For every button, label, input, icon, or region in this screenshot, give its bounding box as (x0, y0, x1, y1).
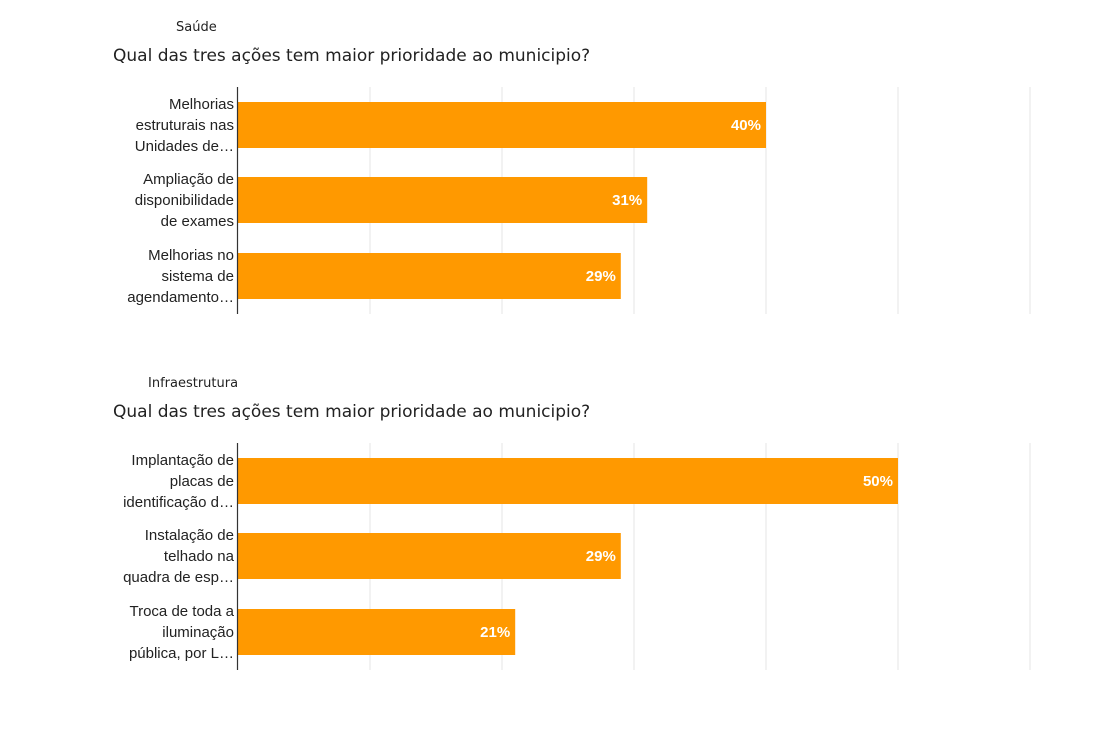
bar (238, 253, 621, 299)
bar (238, 177, 648, 223)
category-label: Implantação de (131, 452, 234, 469)
chart-title: Qual das tres ações tem maior prioridade… (113, 46, 591, 66)
chart-title: Qual das tres ações tem maior prioridade… (113, 402, 591, 422)
bar (238, 533, 621, 579)
category-label: pública, por L… (129, 645, 234, 662)
bar (238, 609, 516, 655)
category-label: identificação d… (123, 494, 234, 511)
category-label: estruturais nas (136, 117, 234, 134)
section-label: Infraestrutura (148, 376, 239, 391)
category-label: Ampliação de (143, 171, 234, 188)
category-label: Troca de toda a (129, 603, 234, 620)
bar (238, 458, 898, 504)
category-label: Instalação de (145, 527, 234, 544)
data-label: 50% (863, 473, 893, 490)
category-label: Melhorias no (148, 247, 234, 264)
data-label: 31% (612, 192, 642, 209)
category-label: placas de (170, 473, 234, 490)
bar-chart: 50% Implantação de placas de identificação … (123, 443, 1031, 670)
category-label: telhado na (164, 548, 235, 565)
bar-chart: 40% Melhorias estruturais nas Unidades de… 3… (127, 87, 1031, 314)
category-label: sistema de (161, 268, 234, 285)
category-label: disponibilidade (135, 192, 234, 209)
category-label: agendamento… (127, 289, 234, 306)
data-label: 40% (731, 117, 761, 134)
data-label: 21% (480, 624, 510, 641)
category-label: quadra de esp… (123, 569, 234, 586)
section-label: Saúde (176, 20, 217, 35)
category-label: Unidades de… (135, 138, 234, 155)
bar (238, 102, 766, 148)
category-label: iluminação (162, 624, 234, 641)
data-label: 29% (586, 268, 616, 285)
category-label: de exames (161, 213, 234, 230)
data-label: 29% (586, 548, 616, 565)
category-label: Melhorias (169, 96, 234, 113)
